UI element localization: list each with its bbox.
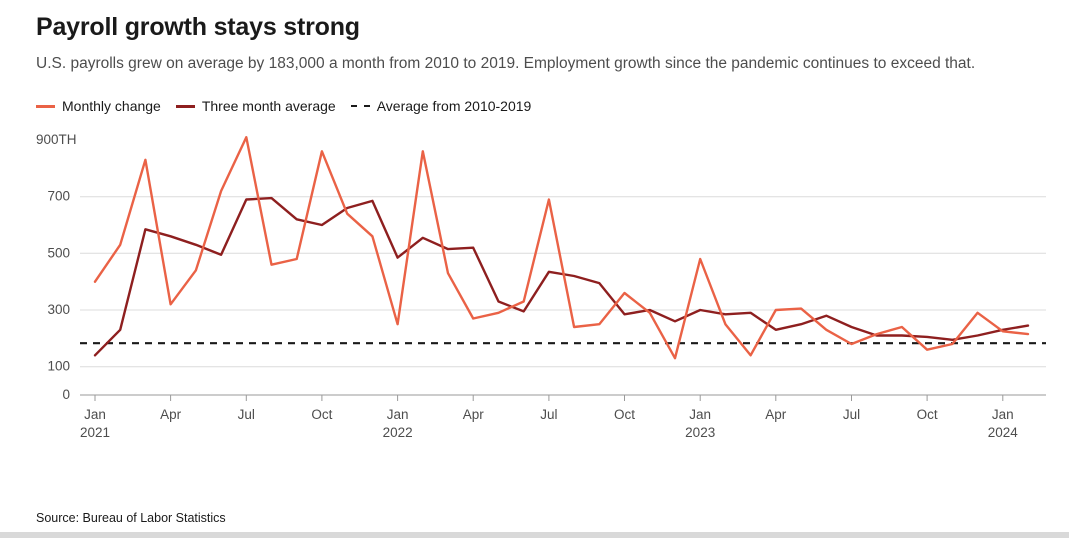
x-axis-year-label: 2023 [685, 425, 715, 440]
x-axis-month-label: Oct [614, 407, 635, 422]
x-axis-month-label: Apr [765, 407, 787, 422]
chart-card: Payroll growth stays strong U.S. payroll… [0, 13, 1069, 538]
y-axis-label: 700 [47, 189, 70, 204]
y-axis-label: 300 [47, 302, 70, 317]
x-axis-month-label: Jul [843, 407, 860, 422]
monthly-change-swatch-icon [36, 104, 55, 108]
x-axis-month-label: Oct [311, 407, 332, 422]
x-axis-month-label: Jul [540, 407, 557, 422]
legend-item-three-month-average: Three month average [175, 98, 336, 115]
y-axis-label: 500 [47, 246, 70, 261]
legend-label-monthly-change: Monthly change [62, 98, 161, 115]
x-axis-month-label: Jan [84, 407, 106, 422]
legend-label-three-month-average: Three month average [201, 98, 336, 115]
x-axis-year-label: 2024 [988, 425, 1019, 440]
legend-label-average-2010-2019: Average from 2010-2019 [376, 98, 532, 115]
monthly-change-line [93, 136, 1030, 360]
y-axis-label: 900TH [36, 132, 77, 147]
source-note: Source: Bureau of Labor Statistics [36, 511, 226, 525]
three-month-average-swatch-icon [175, 104, 195, 108]
legend-item-average-2010-2019: Average from 2010-2019 [350, 98, 532, 115]
payroll-line-chart: 900TH 700 500 300 100 0 Jan 2021 Apr Jul Oct Jan 202… [36, 132, 1046, 440]
page-bottom-edge [0, 532, 1069, 538]
x-axis-month-label: Oct [917, 407, 938, 422]
average-2010-2019-swatch-icon [350, 105, 370, 108]
x-axis-month-label: Jan [992, 407, 1014, 422]
y-axis-label: 100 [47, 359, 70, 374]
legend-item-monthly-change: Monthly change [36, 98, 161, 114]
x-axis-month-label: Jan [689, 407, 711, 422]
legend: Monthly change Three month average Avera… [36, 98, 1069, 114]
x-axis-month-label: Apr [160, 407, 182, 422]
x-axis-year-label: 2022 [383, 425, 413, 440]
x-axis-month-label: Jan [387, 407, 409, 422]
chart-title: Payroll growth stays strong [36, 13, 360, 41]
x-axis-month-label: Jul [238, 407, 255, 422]
chart-subtitle: U.S. payrolls grew on average by 183,000… [36, 55, 976, 72]
x-axis-year-label: 2021 [80, 425, 110, 440]
y-axis-label: 0 [62, 387, 70, 402]
three-month-average-line [93, 197, 1030, 357]
x-axis-month-label: Apr [463, 407, 485, 422]
